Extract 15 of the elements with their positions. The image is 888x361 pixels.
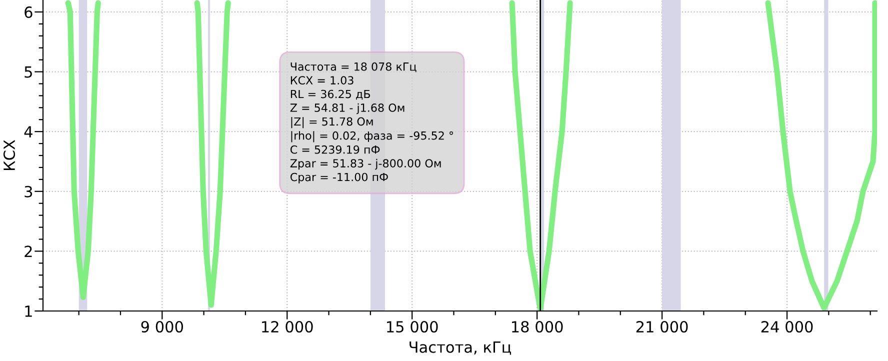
x-tick-label: 12 000: [262, 320, 313, 333]
x-tick-label: 21 000: [636, 320, 688, 333]
x-tick-label: 18 000: [512, 320, 563, 333]
x-tick-label: 9 000: [141, 320, 183, 333]
x-axis-title: Частота, кГц: [410, 342, 511, 355]
y-tick-label: 5: [24, 66, 32, 78]
x-tick-label: 24 000: [761, 320, 813, 333]
x-tick-label: 15 000: [387, 320, 438, 333]
text: Частота = 18 078 кГц КСХ = 1.03 RL = 36.25 дБ Z = 54.81 - j1.68 Ом |Z| = 51.78 Ом |rho| = 0.02, фаза = -95.52 ° C = 5239.19 пФ Zpar = 51.83 - j-800.00 Ом Cpar = -11.00 пФ: [290, 62, 453, 184]
y-tick-label: 2: [24, 246, 32, 257]
y-tick-label: 6: [24, 6, 32, 18]
y-tick-label: 4: [24, 126, 32, 138]
y-tick-label: 3: [24, 186, 32, 198]
y-tick-label: 1: [25, 306, 32, 317]
y-axis-title: КСХ: [3, 140, 16, 170]
